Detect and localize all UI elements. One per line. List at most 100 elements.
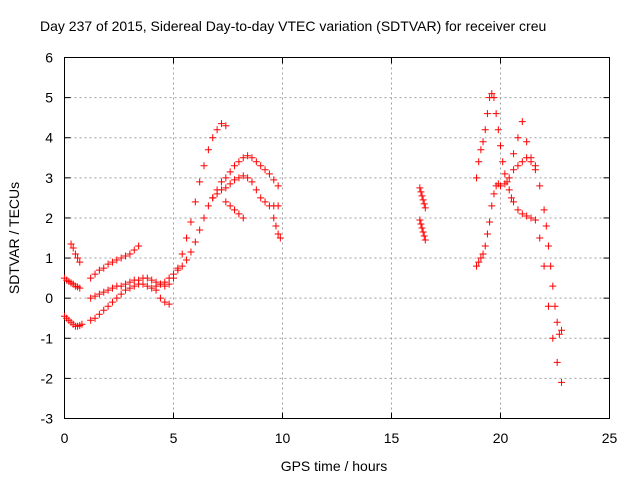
data-point [416,184,424,192]
data-point [95,310,103,318]
data-point [161,298,169,306]
series-arc-g [152,286,173,308]
data-point [130,282,138,290]
data-point [222,122,230,130]
data-point [95,290,103,298]
data-point [231,176,239,184]
data-point [488,90,496,98]
data-point [536,234,544,242]
data-point [503,178,511,186]
data-point [165,280,173,288]
y-tick-label: 2 [45,210,53,226]
data-point [122,252,130,260]
data-point [165,300,173,308]
grid [64,57,610,419]
data-point [531,162,539,170]
data-point [270,214,278,222]
data-point [191,238,199,246]
data-point [553,318,561,326]
data-point [499,158,507,166]
series-arc-o [510,118,539,170]
data-point [200,162,208,170]
data-point [187,248,195,256]
data-point [104,302,112,310]
data-point [553,358,561,366]
data-point [501,170,509,178]
x-tick-label: 15 [384,430,400,446]
data-point [204,202,212,210]
data-point [551,302,559,310]
data-point [477,146,485,154]
data-point [274,182,282,190]
data-point [130,246,138,254]
data-point [523,138,531,146]
data-point [477,254,485,262]
data-point [95,266,103,274]
data-point [558,378,566,386]
data-point [231,162,239,170]
series-arc-h [209,152,282,202]
data-point [78,320,86,328]
data-point [100,306,108,314]
data-point [527,154,535,162]
data-point [420,200,428,208]
data-point [483,230,491,238]
data-point [104,260,112,268]
data-point [239,172,247,180]
data-point [549,334,557,342]
data-point [87,316,95,324]
data-point [235,210,243,218]
data-point [479,138,487,146]
data-point [420,232,428,240]
data-point [231,206,239,214]
data-point [122,280,130,288]
data-point [69,244,77,252]
data-point [222,184,230,192]
plot-frame [64,57,610,419]
y-tick-label: 0 [45,290,53,306]
data-point [479,250,487,258]
data-point [544,302,552,310]
y-axis-label: SDTVAR / TECUs [6,182,22,294]
data-point [143,282,151,290]
x-axis-label: GPS time / hours [281,458,388,474]
data-point [87,294,95,302]
data-point [165,274,173,282]
data-point [222,174,230,182]
data-point [518,118,526,126]
data-point [226,180,234,188]
data-point [488,202,496,210]
data-point [544,242,552,250]
data-point [244,174,252,182]
data-point [148,276,156,284]
data-point [104,286,112,294]
data-point [161,278,169,286]
data-point [113,256,121,264]
data-point [272,222,280,230]
data-point [71,250,79,258]
data-point [91,292,99,300]
data-point [265,170,273,178]
data-point [252,158,260,166]
data-point [270,176,278,184]
series-arc-d [87,242,143,282]
data-point [244,152,252,160]
data-point [204,146,212,154]
data-point [187,218,195,226]
data-point [126,278,134,286]
data-point [490,94,498,102]
data-point [152,286,160,294]
data-point [490,190,498,198]
data-point [91,314,99,322]
data-point [209,134,217,142]
data-point [209,194,217,202]
series-arc-j [270,214,284,242]
data-point [100,288,108,296]
data-point [213,126,221,134]
y-tick-label: 5 [45,90,53,106]
data-point [510,150,518,158]
data-point [505,174,513,182]
data-point [76,258,84,266]
data-point [108,298,116,306]
